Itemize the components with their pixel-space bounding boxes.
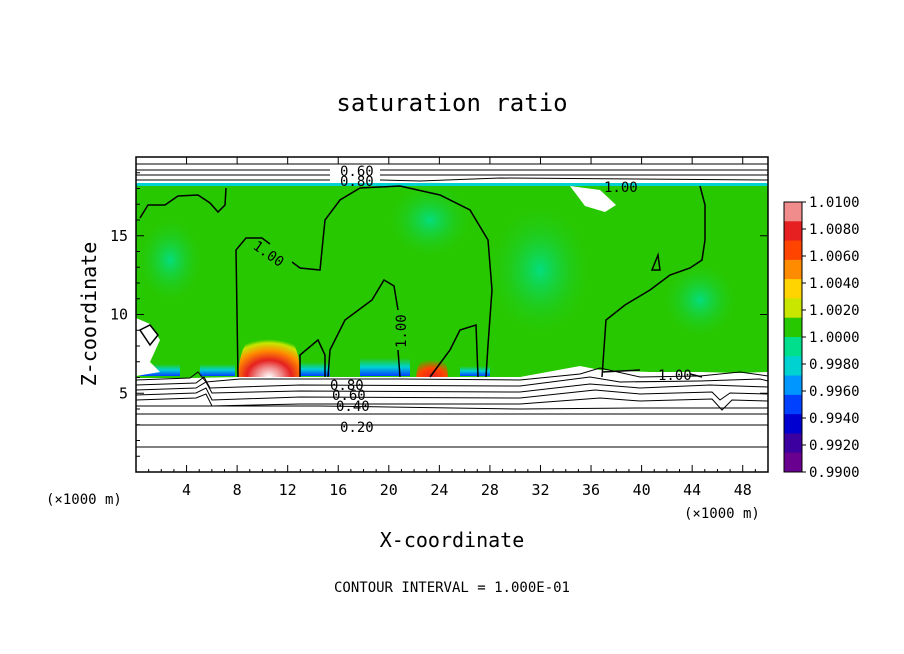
- field-cool-left: [135, 215, 205, 305]
- colorbar-swatch: [784, 337, 802, 357]
- x-tick-label: 44: [683, 481, 701, 499]
- x-axis: 4 8 12 16 20 24 28 32 36 40 44 48: [148, 157, 756, 499]
- colorbar-label: 0.9920: [809, 438, 860, 454]
- y-axis: 5 10 15: [110, 172, 768, 457]
- field-top-fringe: [136, 183, 768, 186]
- field-base-strip-3: [200, 364, 235, 376]
- contour-line-2: [135, 376, 769, 389]
- x-tick-label: 12: [279, 481, 297, 499]
- contour-unity-inner: [299, 278, 479, 378]
- colorbar-swatch: [784, 375, 802, 396]
- colorbar-label: 0.9980: [809, 357, 860, 373]
- y-tick-label: 15: [110, 227, 128, 245]
- contour-labels: 0.60 0.80 1.00 1.00 1.00 1.00 0.80 0.60 …: [250, 164, 692, 436]
- x-right-unit-label: (×1000 m): [684, 506, 760, 522]
- colorbar-swatch: [784, 433, 802, 454]
- contour-label-low-3: 0.40: [336, 399, 370, 415]
- contour-lines-upper: [136, 163, 769, 182]
- contour-unity-mid: [235, 185, 493, 378]
- colorbar-swatch: [784, 298, 802, 319]
- y-tick-label: 10: [110, 306, 128, 324]
- y-tick-label: 5: [119, 384, 128, 402]
- colorbar-label: 0.9940: [809, 411, 860, 427]
- colorbar-label: 1.0040: [809, 276, 860, 292]
- field-base-strip-1: [360, 358, 410, 376]
- x-left-unit-label: (×1000 m): [46, 492, 122, 508]
- x-tick-label: 8: [233, 481, 242, 499]
- field-hotspot-2: [416, 355, 448, 377]
- plot-area: [135, 157, 768, 472]
- y-axis-title: Z-coordinate: [77, 242, 101, 387]
- colorbar-swatch: [784, 317, 802, 338]
- colorbar: 1.0100 1.0080 1.0060 1.0040 1.0020 1.0000 0.99…: [783, 195, 860, 481]
- colorbar-swatch: [784, 356, 802, 377]
- colorbar-label: 1.0100: [809, 195, 860, 211]
- colorbar-swatch: [784, 221, 802, 242]
- colorbar-swatch: [784, 202, 802, 222]
- contour-unity-right-base: [601, 369, 703, 378]
- field-base-strip-5: [460, 366, 490, 376]
- colorbar-swatch: [784, 414, 802, 434]
- contour-unity-right: [601, 185, 706, 378]
- x-tick-label: 40: [633, 481, 651, 499]
- contour-line-6: [136, 405, 768, 410]
- contour-line-top-4: [136, 177, 769, 182]
- contour-interval-note: CONTOUR INTERVAL = 1.000E-01: [334, 580, 570, 596]
- x-tick-label: 28: [481, 481, 499, 499]
- contour-label-low-1: 0.80: [330, 378, 364, 394]
- field-cool-center: [485, 200, 595, 340]
- colorbar-label: 1.0060: [809, 249, 860, 265]
- contour-unity-left: [139, 187, 227, 219]
- x-tick-label: 36: [582, 481, 600, 499]
- colorbar-swatch: [784, 240, 802, 261]
- contour-line-3: [135, 381, 769, 394]
- colorbar-label: 1.0000: [809, 330, 860, 346]
- contour-label-top-2: 0.80: [340, 174, 374, 190]
- contour-label-low-2: 0.60: [332, 388, 366, 404]
- colorbar-label: 1.0020: [809, 303, 860, 319]
- colorbar-label: 0.9900: [809, 465, 860, 481]
- field-hole-topright: [570, 186, 616, 212]
- x-tick-label: 32: [531, 481, 549, 499]
- field-cool-mid: [385, 180, 475, 260]
- chart-title: saturation ratio: [336, 89, 567, 117]
- contour-label-top-1: 0.60: [340, 164, 374, 180]
- colorbar-swatch: [784, 394, 802, 415]
- colorbar-swatch: [784, 279, 802, 299]
- contour-lines-lower: [135, 367, 769, 448]
- x-axis-title: X-coordinate: [380, 528, 525, 552]
- field-base-strip-2: [300, 362, 330, 376]
- colorbar-swatch: [784, 452, 802, 473]
- field-main: [136, 184, 768, 378]
- contour-line-4: [135, 387, 769, 401]
- contour-unity-left-hole: [138, 324, 159, 347]
- colorbar-swatch: [784, 259, 802, 280]
- x-tick-label: 24: [430, 481, 448, 499]
- contour-lines-unity: [138, 185, 706, 378]
- contour-label-low-4: 0.20: [340, 420, 374, 436]
- x-tick-label: 48: [734, 481, 752, 499]
- colorbar-label: 1.0080: [809, 222, 860, 238]
- field-cool-right: [660, 260, 740, 340]
- x-tick-label: 4: [182, 481, 191, 499]
- x-tick-label: 20: [380, 481, 398, 499]
- x-tick-label: 16: [329, 481, 347, 499]
- contour-label-unity-right: 1.00: [604, 180, 638, 196]
- field-hotspot-1: [238, 330, 300, 377]
- contour-label-unity-base: 1.00: [658, 368, 692, 384]
- contour-label-unity-inner: 1.00: [394, 314, 410, 348]
- colorbar-label: 0.9960: [809, 384, 860, 400]
